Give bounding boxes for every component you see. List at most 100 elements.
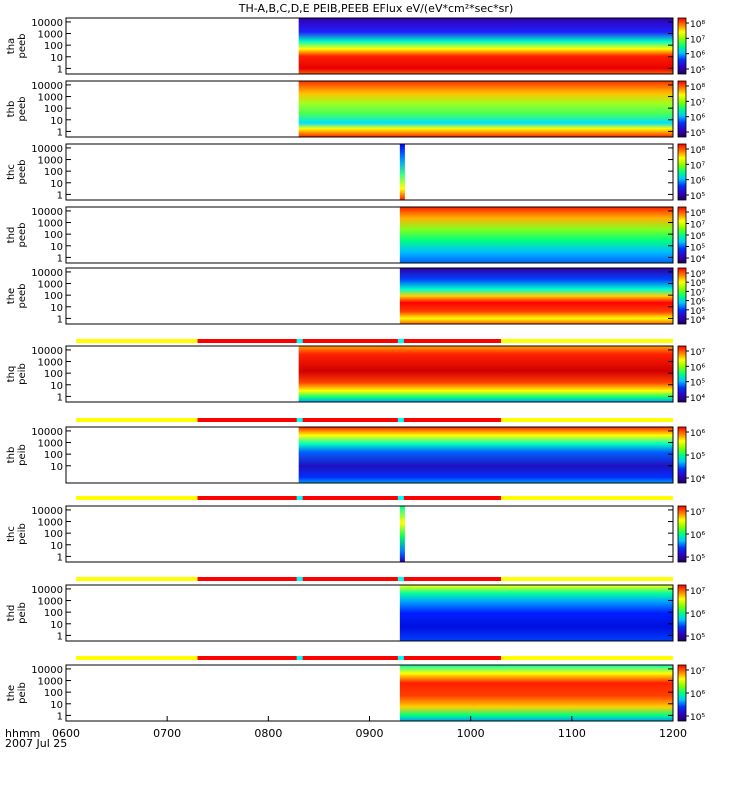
y-tick-label: 1000 [38, 156, 63, 167]
spectrogram-data [399, 144, 405, 200]
y-tick-label: 10000 [31, 144, 63, 155]
y-tick-label: 1 [57, 552, 63, 563]
status-bar-marker [397, 339, 404, 343]
y-tick-label: 10000 [31, 665, 63, 676]
y-tick-label: 100 [44, 291, 63, 302]
colorbar-tick-label: 10⁶ [690, 177, 705, 187]
panel-frame [65, 267, 674, 325]
status-bar-marker [296, 656, 303, 660]
colorbar-tick-label: 10⁷ [690, 221, 705, 231]
y-tick-label: 1 [57, 711, 63, 722]
y-label-probe: thb [6, 447, 17, 464]
y-tick-label: 10000 [31, 506, 63, 517]
x-tick-label: 1200 [659, 727, 687, 740]
colorbar-tick-label: 10⁶ [690, 363, 705, 373]
y-label-probe: thq [6, 366, 17, 383]
status-bar-red [197, 339, 502, 343]
x-tick-label: 1100 [558, 727, 586, 740]
status-bar-marker [296, 418, 303, 422]
colorbar-tick-label: 10⁵ [690, 244, 705, 254]
spectrogram-data [298, 346, 673, 402]
y-label-probe: thd [6, 227, 17, 244]
colorbar [677, 143, 687, 201]
y-tick-label: 1000 [38, 597, 63, 608]
panel-frame [65, 17, 674, 75]
colorbar-tick-label: 10⁵ [690, 379, 705, 389]
x-tick-label: 0600 [52, 727, 80, 740]
y-tick-label: 1000 [38, 677, 63, 688]
colorbar-tick-label: 10⁶ [690, 429, 705, 439]
colorbar-tick-label: 10⁸ [690, 209, 705, 219]
colorbar-tick-label: 10⁷ [690, 587, 705, 597]
y-label-probe: thc [6, 526, 17, 542]
spectrogram-data [298, 81, 673, 137]
status-bar-marker [296, 496, 303, 500]
status-bar-red [197, 656, 502, 660]
panel-frame [65, 206, 674, 264]
x-tick-label: 1000 [457, 727, 485, 740]
colorbar-tick-label: 10⁸ [690, 83, 705, 93]
y-tick-label: 1 [57, 127, 63, 138]
y-tick-label: 10000 [31, 18, 63, 29]
y-tick-label: 1000 [38, 518, 63, 529]
colorbar [677, 505, 687, 563]
panel-frame [65, 584, 674, 642]
y-tick-label: 100 [44, 608, 63, 619]
y-label-product: peeb [17, 34, 28, 59]
chart-title: TH-A,B,C,D,E PEIB,PEEB EFlux eV/(eV*cm²*… [238, 2, 513, 15]
y-label-probe: tha [6, 38, 17, 54]
y-tick-label: 10 [50, 381, 63, 392]
colorbar-tick-label: 10⁴ [690, 255, 705, 265]
y-label-probe: thb [6, 101, 17, 118]
y-tick-label: 10000 [31, 268, 63, 279]
colorbar-tick-label: 10⁵ [690, 129, 705, 139]
colorbar-tick-label: 10⁶ [690, 690, 705, 700]
colorbar-tick-label: 10⁷ [690, 348, 705, 358]
colorbar-tick-label: 10⁶ [690, 610, 705, 620]
colorbar [677, 345, 687, 403]
colorbar-tick-label: 10⁷ [690, 35, 705, 45]
y-tick-label: 100 [44, 369, 63, 380]
status-bar-red [197, 418, 502, 422]
y-tick-label: 1 [57, 631, 63, 642]
y-tick-label: 1 [57, 314, 63, 325]
y-label-product: peeb [17, 97, 28, 122]
y-tick-label: 10 [50, 620, 63, 631]
y-label-product: peeb [17, 223, 28, 248]
colorbar-tick-label: 10⁶ [690, 298, 705, 308]
colorbar [677, 17, 687, 75]
panel-frame [65, 80, 674, 138]
spectrogram-data [399, 207, 673, 263]
y-label-product: peib [17, 363, 28, 385]
colorbar-tick-label: 10⁷ [690, 288, 705, 298]
y-tick-label: 1 [57, 253, 63, 264]
colorbar-tick-label: 10⁵ [690, 192, 705, 202]
y-tick-label: 100 [44, 230, 63, 241]
spectrogram-data [399, 268, 673, 324]
panel-frame [65, 143, 674, 201]
y-label-product: peib [17, 523, 28, 545]
y-tick-label: 10 [50, 700, 63, 711]
y-tick-label: 1000 [38, 219, 63, 230]
colorbar-tick-label: 10⁷ [690, 98, 705, 108]
y-tick-label: 10 [50, 116, 63, 127]
colorbar-tick-label: 10⁶ [690, 232, 705, 242]
y-tick-label: 10 [50, 303, 63, 314]
colorbar-tick-label: 10⁸ [690, 20, 705, 30]
colorbar-tick-label: 10⁴ [690, 316, 705, 326]
y-label-product: peeb [17, 284, 28, 309]
y-tick-label: 10 [50, 179, 63, 190]
spectrogram-data [298, 18, 673, 74]
status-bar-marker [296, 339, 303, 343]
colorbar-tick-label: 10⁶ [690, 531, 705, 541]
x-axis-label: hhmm [5, 727, 40, 740]
status-bar-marker [296, 577, 303, 581]
y-tick-label: 10 [50, 541, 63, 552]
colorbar-tick-label: 10⁶ [690, 114, 705, 124]
